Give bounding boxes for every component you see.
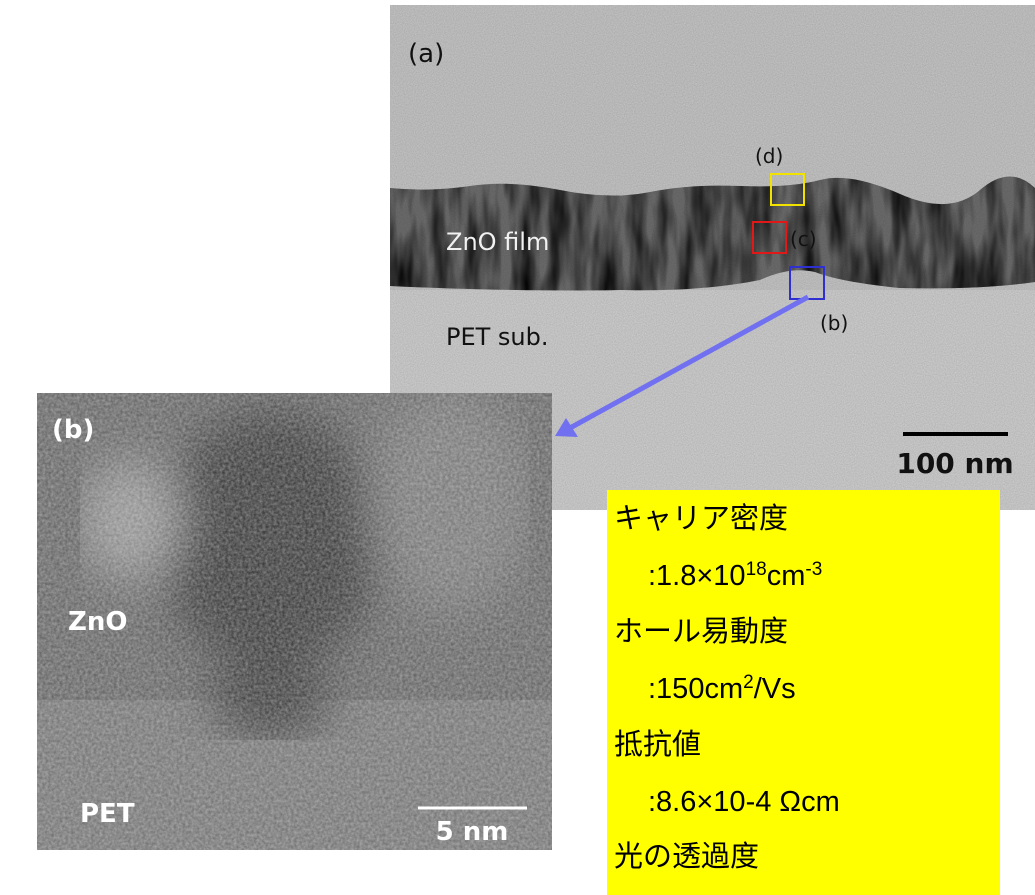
property-value: :1.8×1018cm-3 (648, 559, 822, 593)
region-label: (c) (790, 227, 817, 251)
scale-bar-label: 5 nm (436, 817, 509, 847)
value-text: :1.8×10 (648, 560, 746, 592)
superscript: 18 (746, 559, 767, 580)
property-value: :8.6×10-4 Ωcm (648, 786, 840, 818)
substrate-label: PET (80, 799, 135, 829)
scale-bar-label: 100 nm (896, 447, 1013, 480)
panel-a-label: (a) (408, 39, 444, 69)
property-label: 抵抗値 (614, 728, 701, 761)
value-text: /Vs (754, 673, 796, 705)
value-text: :150cm (648, 673, 743, 705)
property-label: 光の透過度 (614, 840, 759, 873)
property-label: ホール易動度 (614, 615, 788, 648)
property-value: :150cm2/Vs (648, 672, 796, 706)
film-label: ZnO film (446, 228, 549, 256)
region-label: (b) (820, 311, 848, 335)
region-label: (d) (755, 144, 783, 168)
value-text: :8.6×10-4 Ωcm (648, 786, 840, 818)
property-label: キャリア密度 (614, 502, 788, 535)
substrate-label: PET sub. (446, 323, 549, 351)
film-label: ZnO (68, 607, 127, 637)
superscript: 2 (743, 672, 754, 693)
superscript: -3 (805, 559, 822, 580)
figure: (a) (d) (c) (b) ZnO film PET sub. 100 nm… (0, 0, 1035, 895)
value-text: cm (767, 560, 806, 592)
panel-b-label: (b) (52, 415, 94, 445)
